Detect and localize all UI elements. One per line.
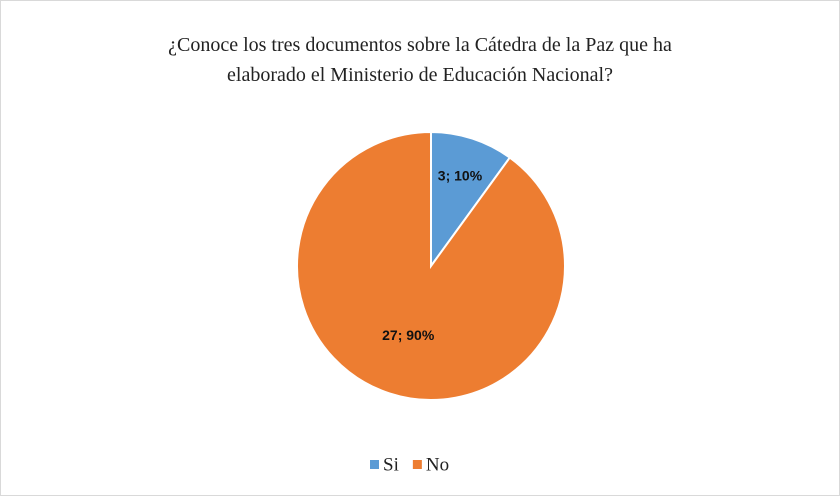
data-label: 3; 10% <box>438 167 483 183</box>
legend-swatch <box>412 460 422 469</box>
data-label: 27; 90% <box>382 327 435 343</box>
pie-slice <box>430 130 512 270</box>
legend-swatch <box>370 460 379 469</box>
chart-title: ¿Conoce los tres documentos sobre la Cát… <box>168 34 672 56</box>
legend-label: Si <box>383 454 399 475</box>
legend-label: No <box>426 454 449 475</box>
pie-slice <box>296 130 566 401</box>
chart-title: elaborado el Ministerio de Educación Nac… <box>227 64 613 86</box>
